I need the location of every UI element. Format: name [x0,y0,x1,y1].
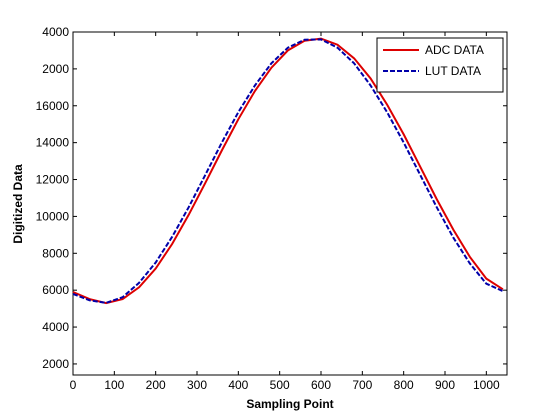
y-tick-label: 14000 [36,136,70,150]
x-tick-label: 200 [146,378,166,392]
x-tick-label: 0 [70,378,77,392]
x-tick-label: 600 [311,378,331,392]
x-tick-label: 700 [352,378,372,392]
legend-label: LUT DATA [425,64,481,78]
x-tick-label: 1000 [473,378,500,392]
legend-label: ADC DATA [425,43,484,57]
series-line [72,37,504,305]
y-tick-label: 16000 [36,99,70,113]
y-tick-label: 8000 [42,246,69,260]
y-tick-label: 4000 [42,25,69,39]
legend-box [376,37,504,93]
x-tick-label: 300 [187,378,207,392]
y-tick-label: 6000 [42,283,69,297]
x-tick-label: 800 [394,378,414,392]
x-tick-label: 500 [270,378,290,392]
x-tick-label: 100 [104,378,124,392]
series-line [72,38,504,304]
x-tick-label: 400 [228,378,248,392]
y-tick-label: 10000 [36,209,70,223]
y-axis-label: Digitized Data [11,164,25,244]
y-tick-label: 12000 [36,173,70,187]
x-axis-label: Sampling Point [246,397,333,411]
x-tick-label: 900 [435,378,455,392]
y-tick-label: 2000 [42,62,69,76]
y-tick-label: 4000 [42,320,69,334]
y-tick-label: 2000 [42,357,69,371]
